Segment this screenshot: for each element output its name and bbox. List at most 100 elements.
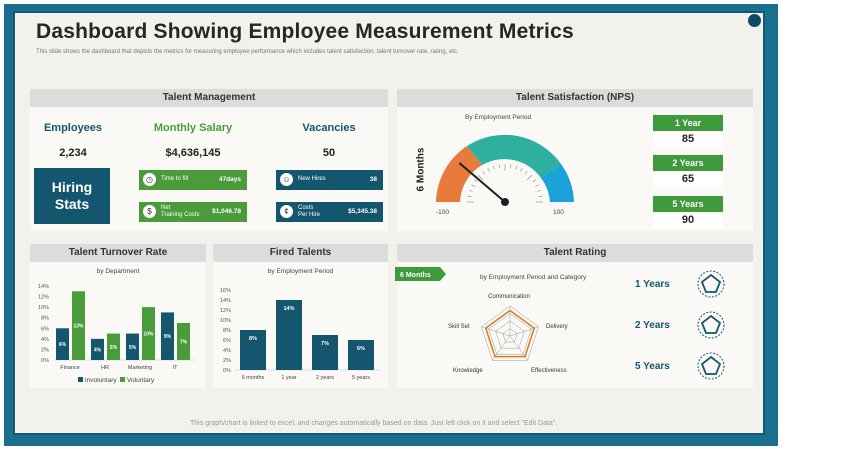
- y-tick-label: 14%: [220, 298, 231, 304]
- gauge-tick: [467, 195, 472, 197]
- nps-5-years: 5 Years 90: [653, 196, 723, 228]
- gauge-tick: [510, 164, 512, 169]
- nps-2-years-value: 65: [653, 171, 723, 187]
- x-tick-label: HR: [101, 365, 109, 371]
- gauge-tick: [515, 165, 518, 170]
- employees-value: 2,234: [59, 147, 87, 159]
- y-tick-label: 2%: [41, 347, 49, 353]
- costs-label-line1: Costs: [298, 205, 314, 211]
- rating-5-years-label: 5 Years: [635, 361, 670, 372]
- rating-tag-shape: [395, 267, 446, 281]
- costs-label-line2: Per Hire: [298, 212, 321, 218]
- new-hires-value: 38: [369, 176, 377, 183]
- time-to-fill-value: 47days: [218, 176, 241, 183]
- radar-grid-ring: [495, 320, 525, 349]
- bar-data-label: 7%: [180, 340, 188, 346]
- satisfaction-subtitle: By Employment Period: [465, 114, 532, 121]
- costs-per-hire-value: $5,345.38: [348, 208, 377, 215]
- money-icon: $: [143, 205, 156, 218]
- rating-tag-text: 6 Months: [400, 272, 431, 279]
- y-tick-label: 4%: [223, 348, 231, 354]
- legend-voluntary-label: Voluntary: [127, 377, 155, 384]
- bar-6-months: [240, 330, 266, 370]
- vacancies-label: Vacancies: [302, 122, 356, 134]
- gauge-teal-segment: [467, 134, 561, 178]
- rating-radar-chart: Communication Delivery Effectiveness Kno…: [448, 294, 568, 374]
- time-to-fill-metric: ◷ Time to fill 47days: [139, 170, 247, 190]
- bar-data-label: 6%: [357, 346, 365, 352]
- gauge-max-label: 100: [553, 209, 564, 216]
- six-months-label: 6 Months: [415, 147, 427, 192]
- x-tick-label: Finance: [60, 365, 80, 371]
- nps-5-years-value: 90: [653, 212, 723, 228]
- bar-involuntary-marketing: [126, 333, 139, 360]
- gauge-tick: [524, 171, 528, 175]
- y-tick-label: 0%: [223, 368, 231, 374]
- gauge-orange-segment: [436, 146, 482, 202]
- bar-data-label: 4%: [94, 347, 102, 353]
- vacancies-value: 50: [322, 147, 336, 159]
- hiring-stats-line2: Stats: [54, 196, 90, 212]
- gauge-tick: [482, 171, 486, 175]
- y-tick-label: 4%: [41, 337, 49, 343]
- costs-per-hire-metric: ¢ Costs Per Hire $5,345.38: [276, 202, 383, 222]
- gauge-tick: [471, 184, 475, 187]
- rating-panel: Talent Rating: [397, 244, 753, 388]
- net-training-costs-label: Net Training Costs: [161, 205, 199, 219]
- radar-grid-ring: [488, 313, 532, 355]
- nps-2-years-label: 2 Years: [653, 155, 723, 171]
- bar-data-label: 8%: [249, 336, 257, 342]
- gauge-needle: [458, 162, 506, 203]
- bar-involuntary-hr: [91, 338, 104, 360]
- new-hires-label: New Hires: [298, 176, 326, 182]
- fired-subtitle: by Employment Period: [267, 268, 334, 275]
- gauge-tick: [520, 168, 523, 172]
- gauge-ticks: [467, 164, 543, 203]
- x-tick-label: 1 year: [281, 375, 296, 381]
- bar-2-years: [312, 335, 338, 370]
- radar-label-effectiveness: Effectiveness: [531, 368, 567, 374]
- radar-label-delivery: Delivery: [546, 324, 568, 330]
- talent-management-header: Talent Management: [30, 89, 388, 107]
- nps-1-year: 1 Year 85: [653, 115, 723, 147]
- bar-data-label: 10%: [143, 332, 154, 338]
- x-tick-label: Marketing: [128, 365, 152, 371]
- x-tick-label: 5 years: [352, 375, 370, 381]
- time-to-fill-label: Time to fill: [161, 176, 189, 182]
- bar-5-years: [348, 340, 374, 370]
- corner-decoration: [748, 14, 761, 27]
- gauge-tick: [487, 168, 490, 172]
- net-label-line1: Net: [161, 205, 171, 211]
- rating-2-years-icon: [697, 311, 725, 339]
- fired-chart: 0% 2% 4% 6% 8% 10% 12% 14% 16% 8% 6 months 14% 1 yea…: [220, 288, 381, 381]
- legend-voluntary-swatch: [120, 377, 126, 382]
- turnover-panel: Talent Turnover Rate: [30, 244, 206, 388]
- bar-voluntary-hr: [107, 333, 120, 360]
- bar-voluntary-marketing: [142, 307, 155, 360]
- rating-1-years-label: 1 Years: [635, 279, 670, 290]
- turnover-legend: Involuntary Voluntary: [78, 377, 154, 384]
- gauge-tick: [498, 164, 500, 169]
- gauge-tick: [474, 179, 478, 183]
- radar-label-communication: Communication: [488, 294, 530, 300]
- y-tick-label: 14%: [38, 284, 49, 290]
- page-title: Dashboard Showing Employee Measurement M…: [36, 20, 574, 43]
- radar-grid: [481, 305, 539, 361]
- radar-grid-ring: [502, 328, 518, 343]
- gauge-tick: [492, 165, 495, 170]
- y-tick-label: 16%: [220, 288, 231, 294]
- radar-grid-ring: [481, 305, 539, 361]
- net-label-line2: Training Costs: [161, 212, 200, 218]
- hiring-stats-line1: Hiring: [51, 179, 93, 195]
- bar-data-label: 13%: [73, 324, 84, 330]
- gauge-tick: [537, 189, 542, 192]
- gauge-pivot: [501, 198, 509, 206]
- rating-5-years-icon: [697, 352, 725, 380]
- y-tick-label: 12%: [38, 295, 49, 301]
- rating-2-years-label: 2 Years: [635, 320, 670, 331]
- bar-voluntary-finance: [72, 291, 85, 360]
- y-tick-label: 0%: [41, 358, 49, 364]
- bar-1-year: [276, 300, 302, 370]
- turnover-subtitle: by Department: [96, 268, 140, 275]
- rating-1-years-icon: [697, 270, 725, 298]
